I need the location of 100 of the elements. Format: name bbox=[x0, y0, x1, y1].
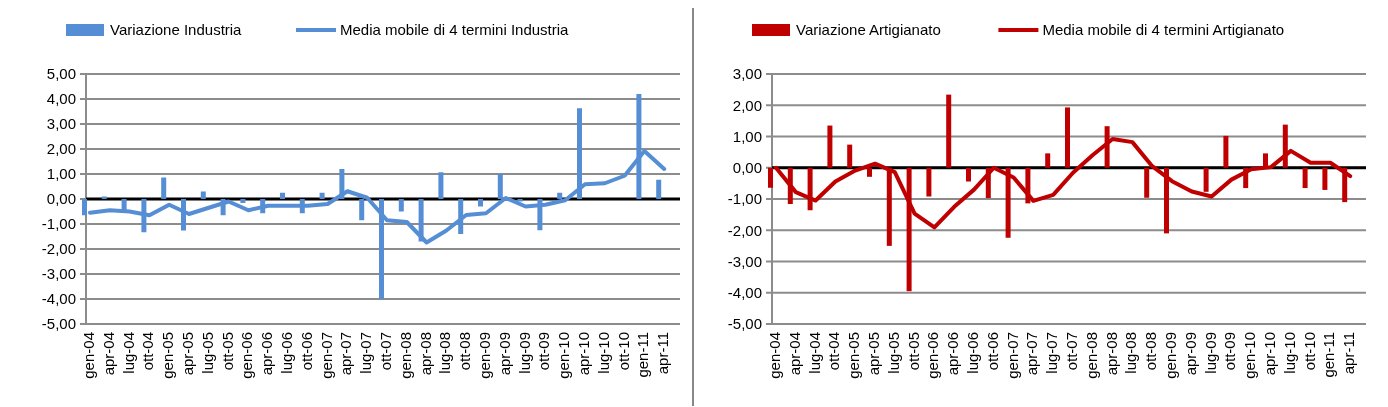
y-tick-label: 1,00 bbox=[46, 165, 76, 183]
x-tick-label: gen-04 bbox=[80, 332, 97, 379]
y-tick-label: 3,00 bbox=[732, 65, 762, 83]
y-tick-label: 5,00 bbox=[46, 65, 76, 83]
y-tick-label: -1,00 bbox=[727, 190, 762, 208]
x-tick-label: apr-08 bbox=[416, 332, 434, 376]
x-tick-label: lug-04 bbox=[805, 332, 823, 374]
y-tick-label: 0,00 bbox=[732, 159, 762, 176]
y-tick-label: -1,00 bbox=[41, 215, 76, 233]
y-tick-label: 2,00 bbox=[46, 140, 76, 158]
bar bbox=[240, 199, 246, 203]
x-tick-label: apr-05 bbox=[179, 332, 196, 376]
x-tick-label: ott-06 bbox=[983, 332, 1001, 371]
bar bbox=[359, 199, 365, 221]
bar bbox=[478, 199, 483, 207]
x-tick-label: lug-06 bbox=[278, 332, 295, 374]
x-tick-label: lug-08 bbox=[1122, 332, 1140, 374]
x-tick-label: gen-05 bbox=[159, 332, 177, 379]
bar bbox=[497, 174, 503, 199]
x-tick-label: apr-05 bbox=[865, 332, 882, 376]
bar bbox=[926, 167, 932, 197]
bar bbox=[1045, 153, 1051, 168]
x-tick-label: lug-10 bbox=[1280, 332, 1298, 374]
x-tick-label: lug-05 bbox=[198, 332, 216, 374]
y-tick-label: -3,00 bbox=[727, 252, 762, 270]
bar bbox=[827, 125, 833, 168]
y-tick-label: 4,00 bbox=[46, 90, 76, 108]
y-tick-label: 0,00 bbox=[46, 190, 76, 208]
x-tick-label: ott-06 bbox=[297, 332, 315, 371]
x-tick-label: gen-06 bbox=[238, 332, 256, 379]
x-tick-label: gen-11 bbox=[1320, 332, 1338, 378]
bar bbox=[161, 177, 167, 199]
bar bbox=[1144, 167, 1150, 198]
y-tick-label: -5,00 bbox=[727, 315, 762, 333]
x-tick-label: lug-06 bbox=[964, 332, 981, 374]
x-tick-label: ott-09 bbox=[1221, 332, 1239, 371]
x-tick-label: gen-07 bbox=[1003, 332, 1021, 379]
x-tick-label: ott-08 bbox=[456, 332, 474, 371]
x-tick-label: ott-04 bbox=[825, 332, 843, 371]
bar bbox=[557, 192, 563, 199]
x-tick-label: ott-04 bbox=[139, 332, 157, 371]
x-tick-label: lug-09 bbox=[1201, 332, 1219, 374]
x-tick-label: gen-09 bbox=[1162, 332, 1179, 379]
x-tick-label: ott-08 bbox=[1142, 332, 1160, 371]
x-tick-label: apr-11 bbox=[1340, 332, 1358, 375]
x-tick-label: apr-06 bbox=[258, 332, 276, 376]
x-tick-label: ott-07 bbox=[377, 332, 394, 371]
bar bbox=[946, 94, 952, 168]
bar bbox=[200, 191, 206, 199]
y-tick-label: -3,00 bbox=[41, 265, 76, 283]
bar bbox=[656, 179, 662, 199]
x-tick-label: gen-08 bbox=[396, 332, 414, 379]
x-tick-label: gen-11 bbox=[634, 332, 652, 378]
legend-label: Media mobile di 4 termini Industria bbox=[340, 21, 570, 39]
x-tick-label: apr-06 bbox=[944, 332, 962, 376]
x-tick-label: gen-10 bbox=[1241, 332, 1259, 379]
legend-label: Variazione Industria bbox=[110, 21, 243, 39]
y-tick-label: -5,00 bbox=[41, 315, 76, 333]
bar bbox=[517, 199, 523, 202]
x-tick-label: lug-10 bbox=[594, 332, 612, 374]
x-tick-label: ott-05 bbox=[904, 332, 922, 371]
x-tick-label: apr-07 bbox=[337, 332, 355, 376]
x-tick-label: lug-08 bbox=[436, 332, 454, 374]
y-tick-label: -4,00 bbox=[727, 284, 762, 301]
legend-label: Variazione Artigianato bbox=[796, 21, 941, 39]
bar bbox=[966, 167, 971, 182]
x-tick-label: gen-05 bbox=[845, 332, 863, 379]
x-tick-label: gen-04 bbox=[766, 332, 783, 379]
x-tick-label: apr-08 bbox=[1102, 332, 1120, 376]
bar bbox=[1322, 167, 1328, 190]
x-tick-label: ott-07 bbox=[1063, 332, 1080, 371]
x-tick-label: lug-04 bbox=[119, 332, 137, 374]
legend-label: Media mobile di 4 termini Artigianato bbox=[1042, 21, 1285, 39]
x-tick-label: ott-05 bbox=[218, 332, 236, 371]
x-tick-label: apr-11 bbox=[654, 332, 672, 375]
bar bbox=[1065, 107, 1070, 168]
bar bbox=[1302, 167, 1308, 189]
x-tick-label: apr-10 bbox=[575, 332, 592, 376]
x-tick-label: apr-09 bbox=[1181, 332, 1199, 376]
x-tick-label: lug-07 bbox=[1043, 332, 1061, 374]
x-tick-label: apr-07 bbox=[1023, 332, 1041, 376]
y-tick-label: -2,00 bbox=[727, 221, 762, 239]
x-tick-label: apr-04 bbox=[785, 332, 803, 376]
y-tick-label: -2,00 bbox=[41, 240, 76, 258]
bar bbox=[438, 172, 444, 199]
x-tick-label: apr-09 bbox=[495, 332, 513, 376]
y-tick-label: 2,00 bbox=[732, 96, 762, 114]
x-tick-label: gen-08 bbox=[1082, 332, 1100, 379]
bar bbox=[398, 199, 404, 212]
x-tick-label: lug-09 bbox=[515, 332, 533, 374]
x-tick-label: gen-06 bbox=[924, 332, 942, 379]
bar bbox=[1223, 135, 1229, 168]
x-tick-label: lug-05 bbox=[884, 332, 902, 374]
x-tick-label: apr-04 bbox=[99, 332, 117, 376]
bar bbox=[280, 192, 285, 199]
bar bbox=[1203, 167, 1209, 192]
x-tick-label: gen-07 bbox=[317, 332, 335, 379]
bar bbox=[847, 144, 853, 168]
bar bbox=[319, 192, 325, 199]
y-tick-label: 1,00 bbox=[732, 127, 762, 145]
